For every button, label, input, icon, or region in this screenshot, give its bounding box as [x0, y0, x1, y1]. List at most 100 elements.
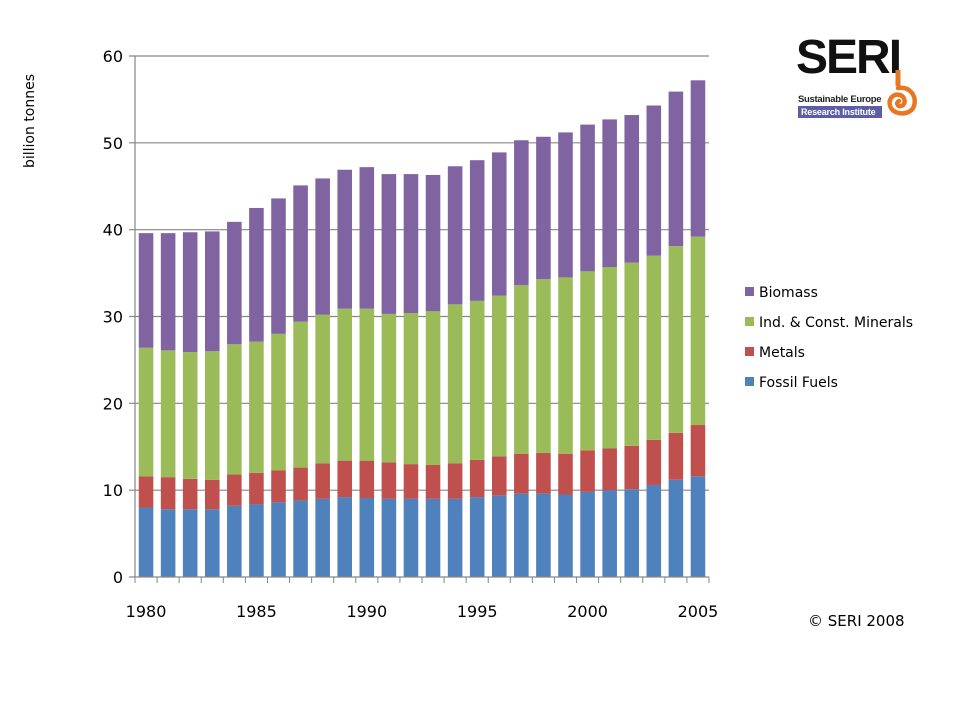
bar-metals-1980 — [138, 476, 154, 508]
bar-biomass-1996 — [491, 152, 507, 296]
bar-fossil-fuels-1982 — [182, 509, 198, 577]
bar-fossil-fuels-1994 — [447, 498, 463, 577]
bar-stack-1994 — [447, 166, 463, 577]
bar-biomass-2005 — [690, 80, 706, 237]
bar-metals-1993 — [425, 464, 441, 499]
bar-biomass-1991 — [381, 174, 397, 314]
y-tick-labels: 0 10 20 30 40 50 60 — [103, 47, 123, 587]
bar-metals-2002 — [624, 445, 640, 490]
bar-fossil-fuels-2002 — [624, 489, 640, 577]
bar-biomass-1998 — [536, 136, 551, 280]
bar-ind-const-minerals-2005 — [690, 236, 706, 426]
bar-ind-const-minerals-1988 — [315, 314, 330, 464]
bar-fossil-fuels-1986 — [271, 502, 286, 577]
bar-biomass-2002 — [624, 115, 640, 263]
legend-label: Ind. & Const. Minerals — [759, 315, 913, 331]
bar-metals-1999 — [558, 453, 573, 495]
bar-fossil-fuels-2005 — [690, 476, 706, 577]
bar-biomass-2003 — [646, 105, 662, 256]
bar-metals-1985 — [249, 472, 264, 505]
bar-stack-1989 — [337, 169, 353, 577]
x-tick-labels: 1980 1985 1990 1995 2000 2005 — [126, 602, 719, 621]
copyright-text: © SERI 2008 — [808, 612, 905, 630]
bar-fossil-fuels-1987 — [293, 500, 308, 577]
bar-biomass-1987 — [293, 185, 308, 322]
bar-biomass-2000 — [580, 124, 595, 272]
legend-swatch — [745, 317, 754, 326]
bar-stack-1986 — [271, 198, 286, 577]
bar-fossil-fuels-1990 — [359, 497, 375, 577]
bar-stack-2004 — [668, 91, 684, 577]
seri-logo: SERI Sustainable Europe Research Institu… — [796, 34, 922, 120]
bar-ind-const-minerals-1989 — [337, 308, 353, 461]
bar-stack-2000 — [580, 124, 595, 577]
bar-ind-const-minerals-1983 — [204, 351, 220, 480]
bar-metals-1981 — [160, 477, 176, 510]
bar-fossil-fuels-1993 — [425, 498, 441, 577]
bar-biomass-2004 — [668, 91, 684, 247]
bar-metals-2005 — [690, 425, 706, 477]
bar-biomass-1994 — [447, 166, 463, 305]
bar-ind-const-minerals-1991 — [381, 313, 397, 463]
bar-metals-1989 — [337, 460, 353, 498]
bar-ind-const-minerals-1995 — [469, 300, 485, 460]
bar-metals-1996 — [491, 456, 507, 496]
bar-biomass-1997 — [514, 140, 529, 286]
bar-stack-1995 — [469, 160, 485, 577]
axes — [129, 56, 710, 583]
y-tick-label: 10 — [103, 481, 123, 500]
bar-stack-1984 — [227, 221, 242, 577]
bar-ind-const-minerals-1994 — [447, 304, 463, 464]
bar-fossil-fuels-1999 — [558, 494, 573, 577]
legend-item: Ind. & Const. Minerals — [745, 315, 913, 331]
x-tick-label: 1985 — [236, 602, 277, 621]
bar-ind-const-minerals-1992 — [403, 313, 419, 465]
bar-ind-const-minerals-1985 — [249, 341, 264, 473]
bar-biomass-1992 — [403, 174, 419, 314]
bar-metals-2003 — [646, 439, 662, 485]
bar-biomass-1984 — [227, 221, 242, 345]
bar-ind-const-minerals-1997 — [514, 285, 529, 454]
legend-swatch — [745, 377, 754, 386]
bar-ind-const-minerals-1998 — [536, 279, 551, 453]
bar-ind-const-minerals-1982 — [182, 352, 198, 479]
bar-metals-1982 — [182, 478, 198, 510]
bar-metals-1984 — [227, 474, 242, 506]
y-tick-label: 60 — [103, 47, 123, 66]
bar-metals-1997 — [514, 453, 529, 494]
bar-fossil-fuels-1988 — [315, 498, 330, 577]
bar-ind-const-minerals-2000 — [580, 271, 595, 451]
legend-item: Metals — [745, 345, 805, 361]
bar-fossil-fuels-1984 — [227, 505, 242, 577]
bar-biomass-2001 — [602, 119, 617, 268]
y-tick-label: 40 — [103, 221, 123, 240]
bar-biomass-1981 — [160, 233, 176, 351]
bar-ind-const-minerals-2001 — [602, 267, 617, 449]
legend-item: Biomass — [745, 285, 818, 301]
bar-fossil-fuels-2000 — [580, 491, 595, 577]
bar-metals-1990 — [359, 460, 375, 498]
bar-stack-1983 — [204, 231, 220, 577]
bar-fossil-fuels-1985 — [249, 504, 264, 577]
bar-stack-2005 — [690, 80, 706, 577]
bar-metals-1988 — [315, 463, 330, 499]
bar-ind-const-minerals-2003 — [646, 255, 662, 440]
y-tick-label: 30 — [103, 308, 123, 327]
bar-fossil-fuels-1989 — [337, 497, 353, 577]
bar-metals-1987 — [293, 467, 308, 501]
bar-biomass-1985 — [249, 207, 264, 342]
swirl-icon — [887, 70, 917, 116]
bar-stack-1980 — [138, 233, 154, 577]
bar-stack-1998 — [536, 136, 551, 577]
bar-fossil-fuels-1996 — [491, 495, 507, 577]
bar-stack-2002 — [624, 115, 640, 577]
y-tick-label: 0 — [113, 568, 123, 587]
bar-metals-1992 — [403, 464, 419, 499]
bar-stack-1988 — [315, 178, 330, 577]
bar-stack-1992 — [403, 174, 419, 577]
bar-metals-2001 — [602, 448, 617, 491]
bar-fossil-fuels-1998 — [536, 493, 551, 577]
bar-metals-1991 — [381, 462, 397, 499]
bar-metals-1983 — [204, 479, 220, 510]
